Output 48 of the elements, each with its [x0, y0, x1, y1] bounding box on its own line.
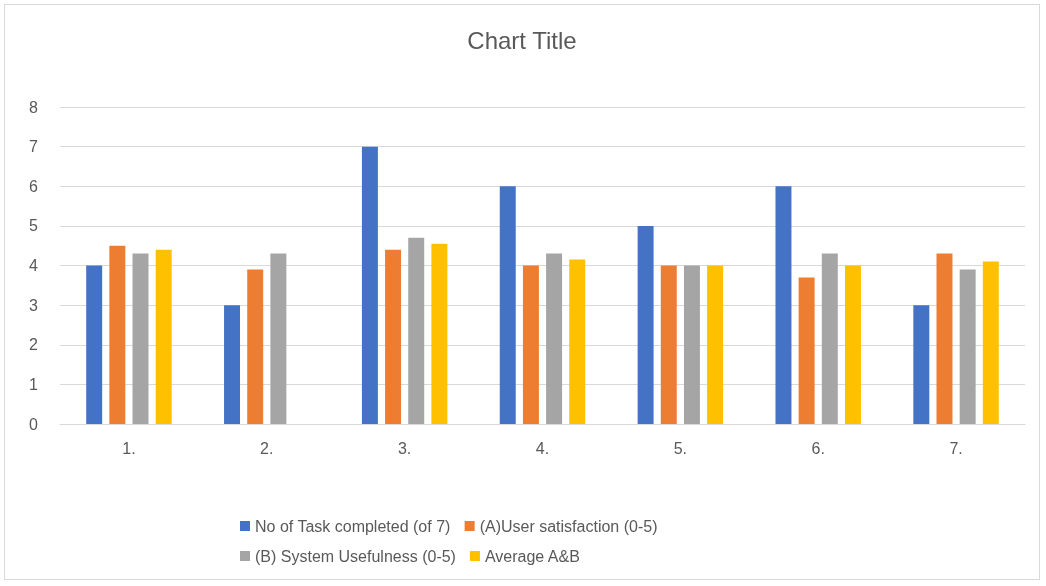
- x-tick-label: 3.: [397, 439, 412, 457]
- x-tick-label: 4.: [535, 439, 550, 457]
- x-tick-label: 7.: [949, 439, 963, 457]
- bar: [546, 253, 563, 424]
- bar: [132, 253, 149, 424]
- bar: [499, 186, 516, 424]
- y-tick-label: 7: [29, 138, 39, 156]
- bar: [775, 186, 792, 424]
- y-tick-label: 1: [29, 375, 39, 393]
- legend-label: Average A&B: [484, 547, 580, 565]
- bar: [569, 259, 586, 424]
- bar: [431, 243, 448, 424]
- bar: [982, 261, 999, 424]
- legend-label: (A)User satisfaction (0-5): [479, 517, 658, 535]
- bar: [224, 305, 241, 424]
- bar: [155, 249, 172, 424]
- y-tick-label: 5: [29, 217, 39, 235]
- bar: [522, 265, 539, 424]
- bar: [270, 253, 287, 424]
- bar: [821, 253, 838, 424]
- y-tick-label: 2: [29, 336, 39, 354]
- bar: [844, 265, 861, 424]
- x-tick-label: 5.: [673, 439, 688, 457]
- x-tick-label: 6.: [811, 439, 825, 457]
- y-tick-label: 3: [29, 296, 39, 314]
- bar: [247, 269, 264, 424]
- bar: [959, 269, 976, 424]
- y-tick-label: 8: [29, 98, 39, 116]
- y-tick-label: 4: [29, 257, 39, 274]
- bar: [385, 249, 402, 424]
- bar: [660, 265, 677, 424]
- legend-label: (B) System Usefulness (0-5): [255, 547, 456, 565]
- bar: [707, 265, 724, 424]
- bar: [936, 253, 953, 424]
- bar: [798, 277, 815, 424]
- y-tick-label: 6: [29, 177, 39, 195]
- bar: [408, 237, 425, 424]
- x-tick-label: 1.: [122, 439, 136, 457]
- y-tick-label: 0: [29, 415, 39, 433]
- bar: [913, 305, 930, 424]
- chart-title: Chart Title: [467, 26, 577, 54]
- bar: [86, 265, 103, 424]
- bar: [361, 146, 378, 424]
- bar: [683, 265, 700, 424]
- legend-label: No of Task completed (of 7): [255, 517, 451, 535]
- bar: [637, 225, 654, 424]
- x-tick-label: 2.: [260, 439, 274, 457]
- bar: [109, 245, 126, 424]
